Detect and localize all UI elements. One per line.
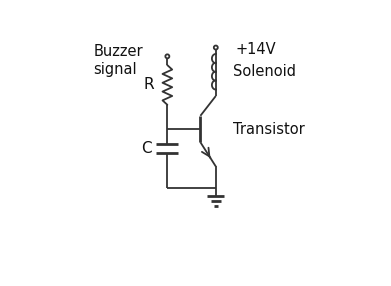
Text: +14V: +14V [236,42,276,57]
Text: Buzzer
signal: Buzzer signal [93,44,143,77]
Text: R: R [143,78,154,92]
Text: Solenoid: Solenoid [233,64,296,79]
Text: C: C [141,141,152,156]
Text: Transistor: Transistor [233,122,305,136]
